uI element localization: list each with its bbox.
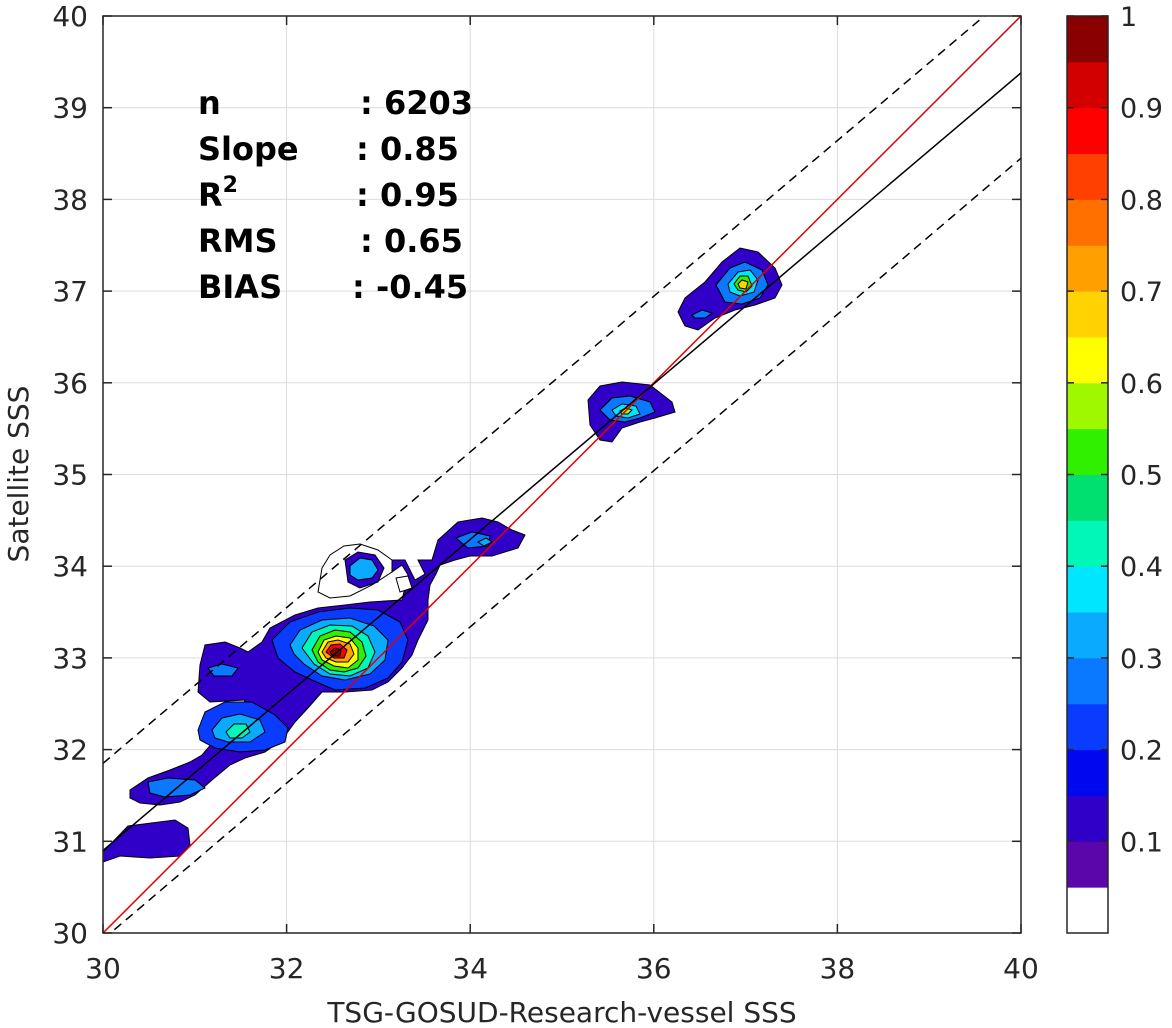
upper-bound-line: [103, 16, 985, 764]
stat-superscript: 2: [223, 173, 238, 198]
stat-label: Slope: [198, 130, 299, 168]
y-tick-label: 36: [52, 367, 88, 400]
x-tick-label: 36: [636, 952, 672, 985]
colorbar: 0.1 0.2 0.3 0.4 0.5 0.6 0.7 0.8 0.9 1: [1066, 2, 1163, 934]
contour-level: [737, 279, 749, 290]
colorbar-segment: [1067, 382, 1108, 430]
colorbar-tick-label: 0.5: [1120, 461, 1163, 492]
stat-value: : 0.85: [356, 130, 459, 168]
contour-level: [349, 557, 379, 581]
y-tick-label: 32: [52, 734, 88, 767]
y-tick-label: 37: [52, 275, 88, 308]
contour-level: [225, 723, 251, 739]
colorbar-segment: [1067, 474, 1108, 521]
colorbar-tick-label: 0.4: [1120, 552, 1163, 583]
x-axis-label: TSG-GOSUD-Research-vessel SSS: [326, 996, 796, 1028]
colorbar-segment: [1067, 153, 1108, 200]
colorbar-segment: [1067, 61, 1108, 109]
colorbar-segment: [1067, 566, 1108, 613]
contour-level: [477, 537, 493, 547]
colorbar-segment: [1067, 841, 1108, 888]
stat-value: : -0.45: [352, 268, 468, 306]
stat-label: RMS: [198, 222, 278, 260]
stat-label: BIAS: [198, 268, 282, 306]
y-tick-label: 33: [52, 642, 88, 675]
x-tick-label: 34: [452, 952, 488, 985]
colorbar-segment: [1067, 520, 1108, 567]
contour-level: [691, 309, 714, 319]
colorbar-tick-label: 0.6: [1120, 369, 1163, 400]
identity-line: [103, 16, 1021, 933]
x-tick-label: 30: [85, 952, 121, 985]
colorbar-segment: [1067, 657, 1108, 705]
colorbar-segment: [1067, 16, 1108, 63]
lower-bound-line: [109, 157, 1021, 933]
colorbar-tick-label: 0.9: [1120, 94, 1163, 125]
colorbar-tick-label: 0.1: [1120, 827, 1163, 858]
statistics-box: n : 6203 Slope : 0.85 R2 : 0.95 RMS : 0.65 BIAS:…: [198, 84, 473, 306]
colorbar-segment: [1067, 291, 1108, 338]
y-tick-label: 31: [52, 825, 88, 858]
colorbar-tick-label: 0.8: [1120, 185, 1163, 216]
colorbar-segment: [1067, 107, 1108, 155]
colorbar-tick-label: 1: [1120, 2, 1137, 33]
colorbar-tick-label: 0.3: [1120, 644, 1163, 675]
colorbar-segment: [1067, 199, 1108, 246]
x-tick-label: 32: [269, 952, 305, 985]
reference-lines: [103, 16, 1021, 933]
y-tick-label: 34: [52, 550, 88, 583]
y-axis-label: Satellite SSS: [2, 386, 35, 563]
y-tick-label: 39: [52, 92, 88, 125]
stat-value: : 0.95: [356, 176, 459, 214]
colorbar-segment: [1067, 887, 1108, 934]
x-tick-label: 40: [1003, 952, 1039, 985]
y-tick-label: 38: [52, 183, 88, 216]
colorbar-tick-label: 0.2: [1120, 736, 1163, 767]
y-tick-label: 30: [52, 917, 88, 950]
stat-label: R2: [198, 173, 238, 214]
y-tick-label: 40: [52, 0, 88, 33]
stat-label: n: [198, 84, 221, 122]
colorbar-segment: [1067, 612, 1108, 659]
x-tick-label: 38: [820, 952, 856, 985]
colorbar-segment: [1067, 795, 1108, 842]
y-tick-label: 35: [52, 459, 88, 492]
colorbar-segment: [1067, 336, 1108, 384]
stat-value: : 0.65: [360, 222, 463, 260]
regression-line: [103, 72, 1021, 852]
colorbar-segment: [1067, 428, 1108, 475]
colorbar-tick-label: 0.7: [1120, 277, 1163, 308]
colorbar-segment: [1067, 703, 1108, 751]
colorbar-segment: [1067, 245, 1108, 292]
colorbar-segment: [1067, 749, 1108, 796]
axis-ticks: 30 32 34 36 38 40 30 31 32 33 34 35 36 37 38 39 40: [52, 0, 1038, 985]
stat-value: : 6203: [360, 84, 473, 122]
